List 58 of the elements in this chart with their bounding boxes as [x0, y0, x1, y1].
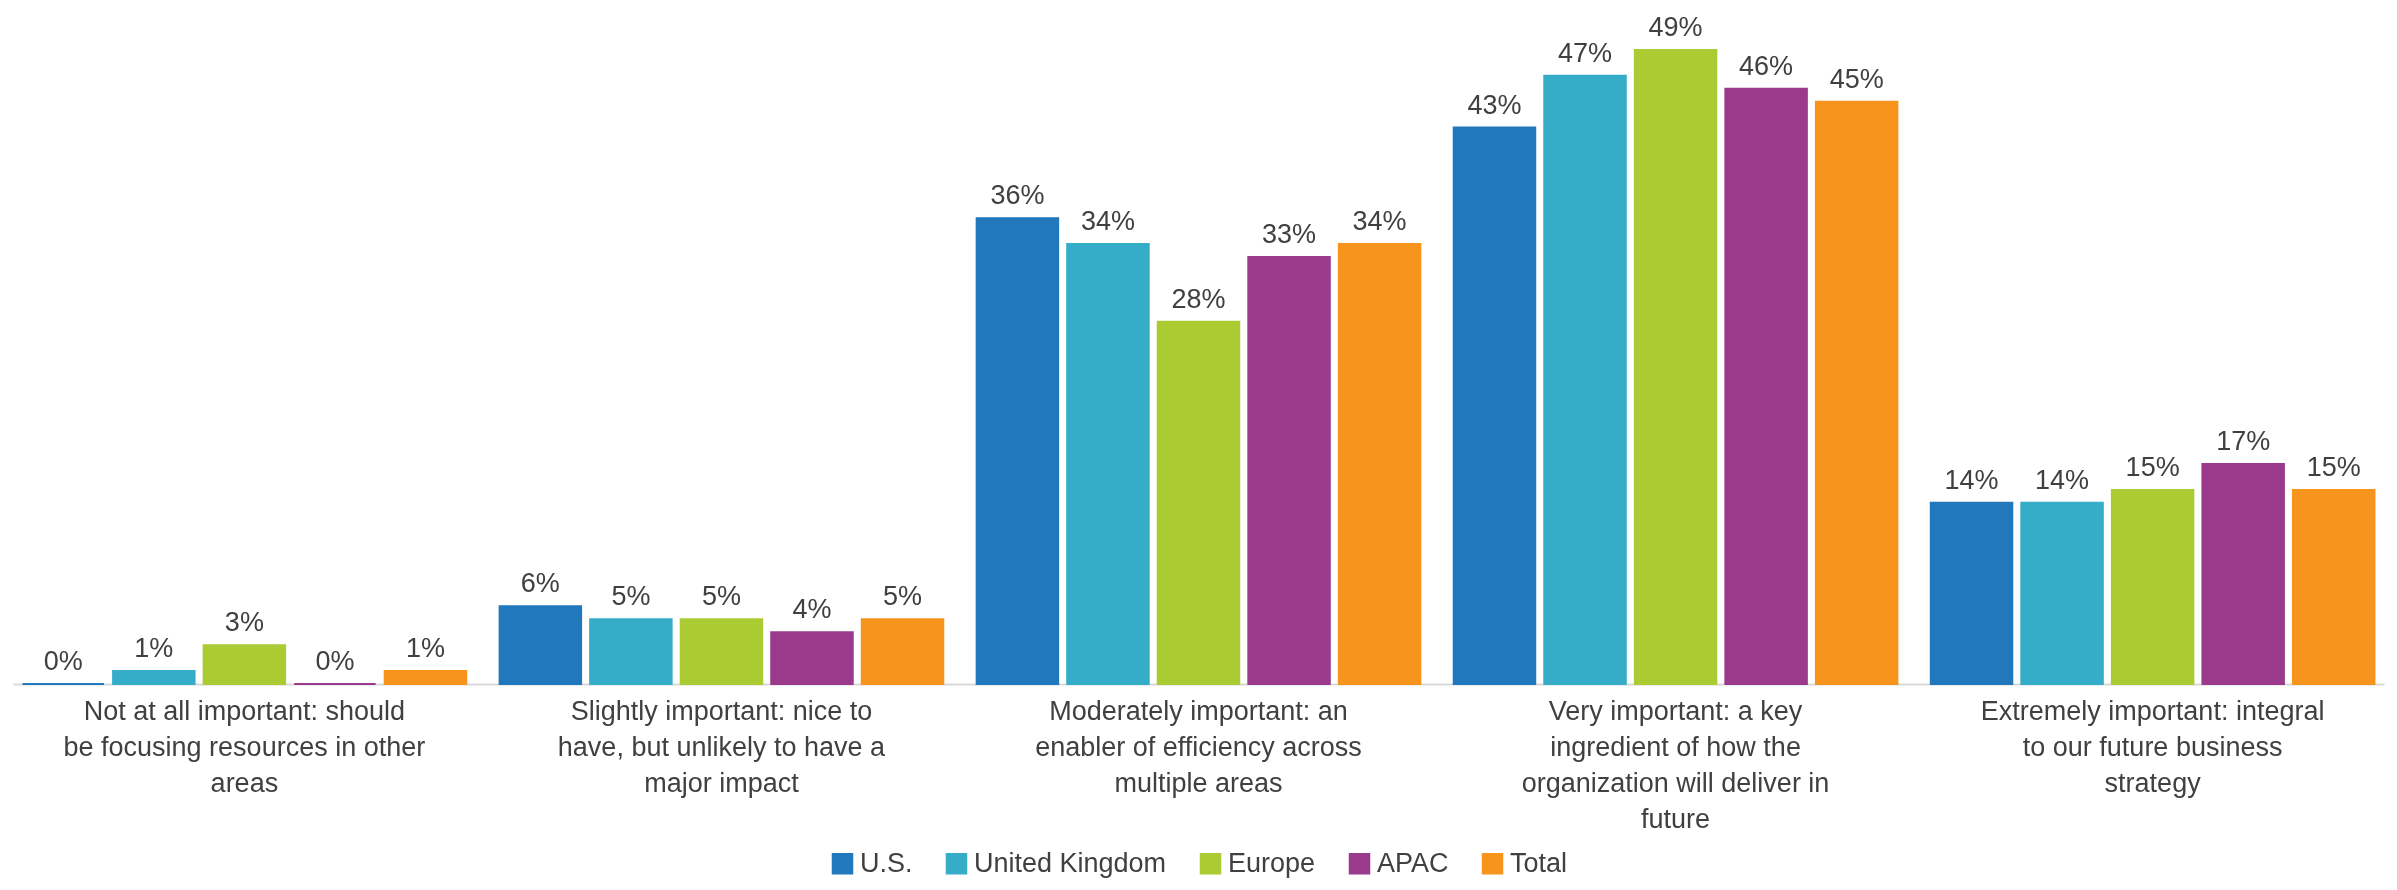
bar [1156, 320, 1241, 685]
bar [1452, 126, 1537, 685]
bar [2291, 488, 2376, 685]
legend-label: Total [1510, 847, 1568, 878]
data-label: 34% [1080, 206, 1135, 237]
legend-label: U.S. [860, 847, 913, 878]
data-label: 17% [2216, 426, 2271, 457]
data-label: 6% [520, 568, 560, 599]
data-label: 49% [1648, 11, 1703, 42]
bar [770, 631, 854, 685]
data-label: 33% [1262, 218, 1317, 249]
bar [112, 670, 196, 685]
data-label: 15% [2125, 451, 2180, 482]
bar [1247, 255, 1331, 685]
data-label: 3% [224, 607, 264, 638]
bar [2201, 463, 2285, 685]
data-label: 5% [883, 581, 923, 612]
data-label: 5% [611, 581, 651, 612]
legend-label: Europe [1228, 847, 1316, 878]
data-label: 1% [134, 633, 174, 664]
bar [2110, 488, 2195, 685]
bar [2020, 501, 2104, 685]
legend-label: United Kingdom [974, 847, 1167, 878]
bar [1633, 48, 1718, 685]
data-label: 34% [1352, 206, 1407, 237]
bar [589, 618, 673, 685]
bar [498, 605, 583, 685]
data-label: 36% [990, 180, 1045, 211]
bar [975, 217, 1060, 685]
data-label: 47% [1557, 37, 1613, 68]
data-label: 46% [1739, 50, 1794, 81]
bar [1929, 501, 2014, 685]
data-label: 14% [1944, 464, 1999, 495]
data-label: 28% [1171, 283, 1226, 314]
bar [1543, 74, 1627, 685]
bar [1814, 100, 1899, 685]
bar [1337, 243, 1422, 685]
x-tick-label: Not at all important: should be focusing resources in other areas [63, 695, 426, 798]
data-label: 0% [315, 646, 355, 676]
bar [679, 618, 764, 685]
bar [1724, 87, 1808, 685]
data-label: 5% [701, 581, 741, 612]
bar [860, 618, 945, 685]
data-label: 43% [1467, 89, 1522, 120]
data-label: 14% [2035, 464, 2090, 495]
x-tick-label: Slightly important: nice to have, but unlikely to have a major impact [557, 695, 887, 798]
legend-label: APAC [1377, 847, 1449, 878]
x-tick-label: Moderately important: an enabler of efficiency across multiple areas [1035, 695, 1362, 798]
data-label: 4% [792, 594, 832, 625]
x-tick-label: Extremely important: integral to our future business strategy [1980, 695, 2325, 798]
bar [383, 670, 468, 685]
data-label: 0% [43, 646, 83, 676]
x-tick-label: Very important: a key ingredient of how the organization will deliver in future [1521, 695, 1830, 834]
data-label: 1% [405, 633, 445, 664]
data-label: 45% [1829, 63, 1884, 94]
bar [202, 644, 287, 685]
data-label: 15% [2306, 451, 2361, 482]
bar [1066, 243, 1150, 685]
